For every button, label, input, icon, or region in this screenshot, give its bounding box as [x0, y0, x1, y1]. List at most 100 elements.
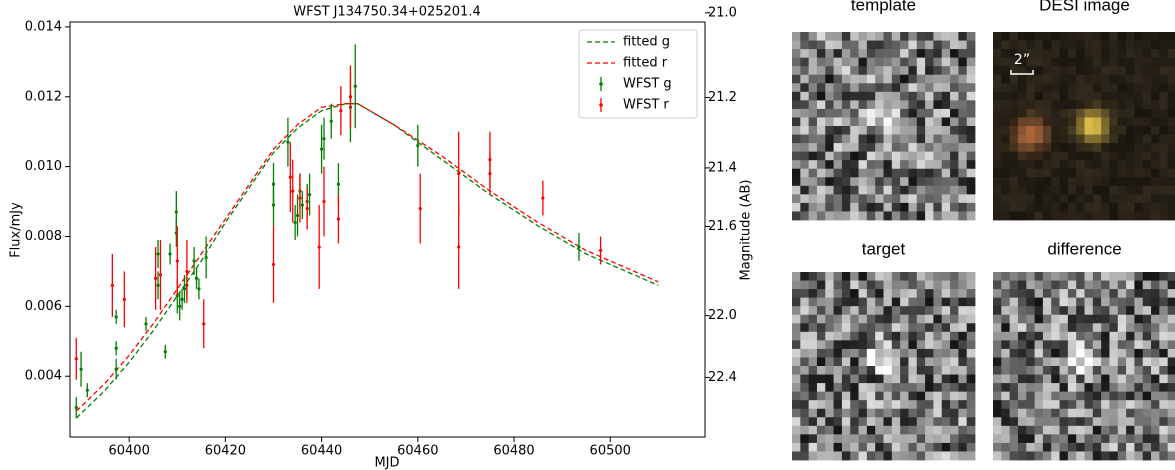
image-pixel	[866, 297, 876, 307]
image-pixel	[941, 297, 951, 307]
image-pixel	[850, 202, 859, 212]
image-pixel	[866, 280, 876, 290]
image-pixel	[1159, 272, 1169, 281]
image-pixel	[925, 348, 934, 358]
image-pixel	[1009, 49, 1019, 59]
image-pixel	[958, 331, 968, 341]
image-pixel	[1076, 57, 1085, 67]
image-pixel	[950, 83, 959, 93]
image-pixel	[1009, 306, 1019, 316]
image-pixel	[850, 374, 859, 384]
image-pixel	[950, 434, 959, 444]
image-pixel	[908, 91, 918, 101]
image-pixel	[941, 49, 951, 59]
image-pixel	[1151, 417, 1160, 427]
data-point	[163, 350, 167, 354]
image-pixel	[1167, 331, 1175, 341]
image-pixel	[891, 168, 901, 178]
image-pixel	[1051, 314, 1060, 324]
image-pixel	[808, 194, 818, 204]
y-axis-label: Flux/mJy	[9, 202, 24, 258]
image-pixel	[1017, 408, 1027, 418]
image-pixel	[1159, 57, 1169, 67]
image-pixel	[883, 425, 893, 435]
image-pixel	[1101, 91, 1110, 101]
image-pixel	[841, 100, 851, 110]
image-pixel	[1067, 383, 1077, 393]
image-pixel	[1142, 49, 1152, 59]
image-pixel	[950, 168, 959, 178]
image-pixel	[1067, 202, 1077, 212]
image-pixel	[1151, 357, 1160, 367]
image-pixel	[1109, 280, 1119, 290]
image-pixel	[916, 143, 926, 153]
image-pixel	[900, 391, 909, 401]
image-pixel	[825, 451, 834, 461]
image-pixel	[816, 340, 826, 350]
image-pixel	[800, 383, 810, 393]
image-pixel	[1042, 143, 1052, 153]
image-pixel	[1067, 451, 1077, 461]
image-pixel	[1042, 366, 1052, 375]
image-pixel	[1017, 348, 1027, 358]
image-pixel	[1076, 366, 1085, 375]
image-pixel	[1084, 297, 1094, 307]
image-pixel	[900, 357, 909, 367]
image-pixel	[1026, 40, 1035, 50]
image-pixel	[858, 383, 868, 393]
image-pixel	[792, 374, 801, 384]
image-pixel	[891, 357, 901, 367]
image-pixel	[958, 272, 968, 281]
image-pixel	[950, 323, 959, 333]
image-pixel	[825, 108, 834, 118]
image-pixel	[1042, 280, 1052, 290]
image-pixel	[800, 151, 810, 161]
image-pixel	[1167, 348, 1175, 358]
image-pixel	[1142, 417, 1152, 427]
image-pixel	[1101, 202, 1110, 212]
image-pixel	[792, 194, 801, 204]
image-pixel	[1151, 314, 1160, 324]
image-pixel	[993, 134, 1002, 144]
image-pixel	[925, 408, 934, 418]
image-pixel	[941, 451, 951, 461]
image-pixel	[950, 151, 959, 161]
image-pixel	[833, 289, 843, 299]
image-pixel	[1026, 323, 1035, 333]
image-pixel	[1142, 134, 1152, 144]
image-pixel	[1067, 49, 1077, 59]
image-pixel	[1109, 297, 1119, 307]
image-pixel	[1109, 160, 1119, 170]
image-pixel	[933, 108, 943, 118]
data-point	[122, 297, 126, 301]
image-pixel	[841, 306, 851, 316]
image-pixel	[841, 168, 851, 178]
image-pixel	[1059, 331, 1069, 341]
image-pixel	[1076, 314, 1085, 324]
image-pixel	[993, 348, 1002, 358]
image-pixel	[883, 442, 893, 452]
image-pixel	[825, 374, 834, 384]
image-pixel	[808, 425, 818, 435]
image-pixel	[1159, 442, 1169, 452]
image-pixel	[792, 348, 801, 358]
image-pixel	[875, 348, 884, 358]
image-pixel	[950, 391, 959, 401]
image-pixel	[941, 108, 951, 118]
data-point	[353, 84, 357, 88]
image-pixel	[1009, 177, 1019, 187]
image-pixel	[1142, 117, 1152, 127]
image-pixel	[1001, 143, 1011, 153]
image-pixel	[825, 272, 834, 281]
image-pixel	[1134, 442, 1144, 452]
image-pixel	[966, 74, 976, 84]
image-pixel	[1084, 151, 1094, 161]
image-pixel	[841, 391, 851, 401]
image-pixel	[1076, 49, 1085, 59]
image-pixel	[1126, 32, 1135, 41]
image-pixel	[833, 194, 843, 204]
image-pixel	[966, 314, 976, 324]
image-pixel	[933, 91, 943, 101]
image-pixel	[1117, 108, 1127, 118]
image-pixel	[825, 83, 834, 93]
